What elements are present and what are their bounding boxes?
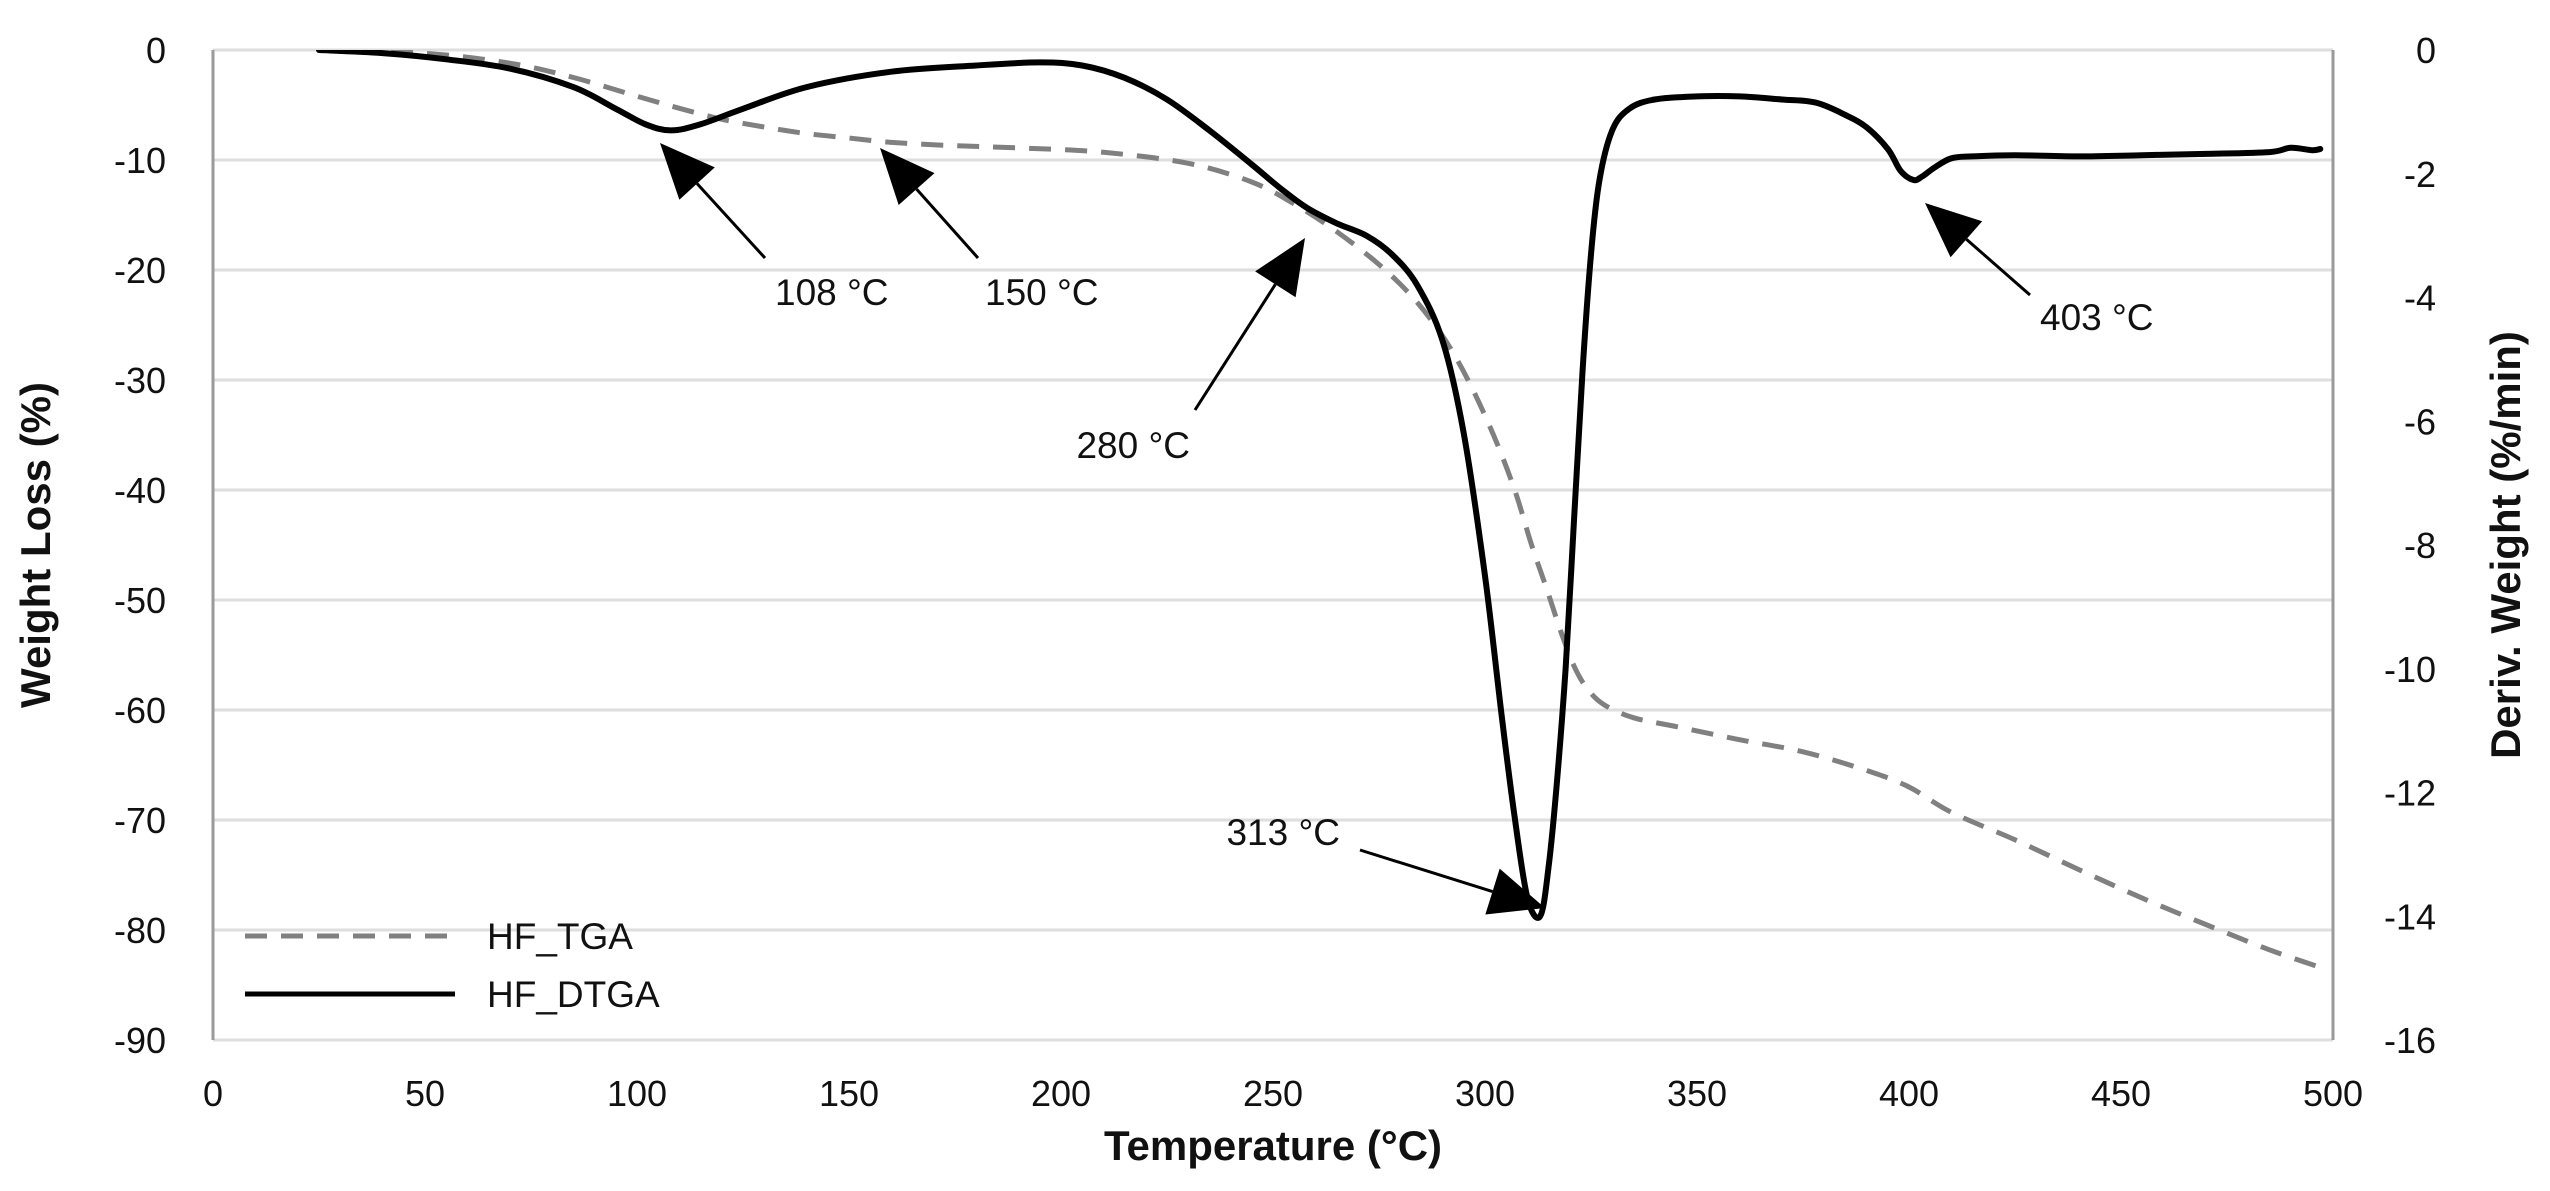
y-tick-label: -80 [114, 910, 166, 951]
x-tick-label: 400 [1879, 1073, 1939, 1114]
x-tick-label: 100 [607, 1073, 667, 1114]
y2-tick-label: -16 [2384, 1020, 2436, 1061]
annotation-arrow-head [1255, 238, 1305, 298]
y2-tick-labels: 0 -2 -4 -6 -8 -10 -12 -14 -16 [2384, 30, 2436, 1061]
y2-tick-label: -12 [2384, 773, 2436, 814]
x-axis-title: Temperature (°C) [1104, 1122, 1442, 1169]
y-tick-label: -20 [114, 250, 166, 291]
x-tick-label: 200 [1031, 1073, 1091, 1114]
y2-tick-label: 0 [2416, 30, 2436, 71]
annotation-arrow-head [1485, 868, 1545, 915]
y2-tick-label: -14 [2384, 896, 2436, 937]
y2-axis-title: Deriv. Weight (%/min) [2482, 331, 2529, 759]
x-tick-label: 250 [1243, 1073, 1303, 1114]
x-tick-label: 300 [1455, 1073, 1515, 1114]
y-tick-label: 0 [146, 30, 166, 71]
annotations: 108 °C 150 °C 280 °C 313 °C 403 °C [660, 143, 2154, 915]
annotation-label: 280 °C [1076, 425, 1190, 466]
gridlines [213, 48, 2333, 1042]
y-tick-label: -60 [114, 690, 166, 731]
y-tick-label: -10 [114, 140, 166, 181]
x-tick-label: 50 [405, 1073, 445, 1114]
axes [211, 50, 2335, 1040]
y-axis-title: Weight Loss (%) [12, 382, 59, 708]
series-group [316, 50, 2324, 970]
annotation-arrow-head [1925, 203, 1983, 258]
y-tick-label: -40 [114, 470, 166, 511]
series-line-hf-dtga [316, 50, 2324, 921]
legend: HF_TGA HF_DTGA [245, 916, 660, 1015]
x-tick-labels: 0 50 100 150 200 250 300 350 400 450 500 [203, 1073, 2363, 1114]
annotation-arrow-shaft [915, 188, 980, 259]
legend-label-hf-tga: HF_TGA [487, 916, 633, 957]
y-tick-labels: 0 -10 -20 -30 -40 -50 -60 -70 -80 -90 [114, 30, 166, 1061]
y-tick-label: -50 [114, 580, 166, 621]
x-tick-label: 350 [1667, 1073, 1727, 1114]
y2-tick-label: -6 [2404, 401, 2436, 442]
x-tick-label: 500 [2303, 1073, 2363, 1114]
annotation-arrow-head [880, 148, 935, 206]
y2-tick-label: -2 [2404, 154, 2436, 195]
annotation-label: 150 °C [985, 272, 1099, 313]
annotation-arrow-shaft [1193, 283, 1277, 411]
x-tick-label: 450 [2091, 1073, 2151, 1114]
annotation-arrow-head [660, 143, 715, 200]
annotation-label: 403 °C [2040, 297, 2154, 338]
y-tick-label: -90 [114, 1020, 166, 1061]
y2-tick-label: -8 [2404, 525, 2436, 566]
annotation-arrow-shaft [695, 182, 767, 260]
annotation-arrow-shaft [1965, 238, 2031, 297]
y2-tick-label: -10 [2384, 649, 2436, 690]
annotation-arrow-shaft [1359, 848, 1493, 893]
x-tick-label: 0 [203, 1073, 223, 1114]
y-tick-label: -30 [114, 360, 166, 401]
x-tick-label: 150 [819, 1073, 879, 1114]
series-line-hf-tga [318, 50, 2322, 970]
annotation-label: 313 °C [1226, 812, 1340, 853]
annotation-label: 108 °C [775, 272, 889, 313]
y2-tick-label: -4 [2404, 278, 2436, 319]
y-tick-label: -70 [114, 800, 166, 841]
legend-label-hf-dtga: HF_DTGA [487, 974, 660, 1015]
